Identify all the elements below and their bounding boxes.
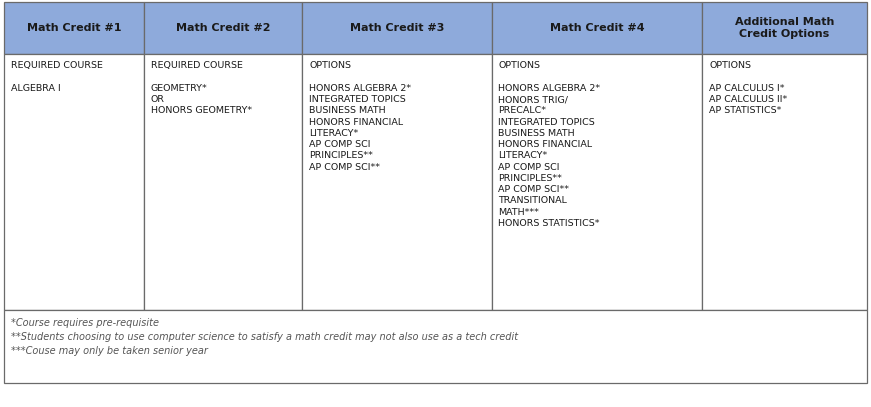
Text: REQUIRED COURSE

ALGEBRA I: REQUIRED COURSE ALGEBRA I xyxy=(11,61,103,93)
FancyBboxPatch shape xyxy=(702,2,867,54)
FancyBboxPatch shape xyxy=(4,2,144,54)
Text: Math Credit #2: Math Credit #2 xyxy=(176,23,270,33)
Text: OPTIONS

HONORS ALGEBRA 2*
HONORS TRIG/
PRECALC*
INTEGRATED TOPICS
BUSINESS MATH: OPTIONS HONORS ALGEBRA 2* HONORS TRIG/ P… xyxy=(498,61,601,228)
Text: Math Credit #3: Math Credit #3 xyxy=(349,23,444,33)
FancyBboxPatch shape xyxy=(144,54,302,310)
Text: REQUIRED COURSE

GEOMETRY*
OR
HONORS GEOMETRY*: REQUIRED COURSE GEOMETRY* OR HONORS GEOM… xyxy=(151,61,252,116)
Text: *Course requires pre-requisite
**Students choosing to use computer science to sa: *Course requires pre-requisite **Student… xyxy=(11,318,518,356)
Text: OPTIONS

AP CALCULUS I*
AP CALCULUS II*
AP STATISTICS*: OPTIONS AP CALCULUS I* AP CALCULUS II* A… xyxy=(709,61,787,116)
FancyBboxPatch shape xyxy=(491,54,702,310)
Text: Math Credit #4: Math Credit #4 xyxy=(550,23,645,33)
Text: Additional Math
Credit Options: Additional Math Credit Options xyxy=(735,17,834,39)
FancyBboxPatch shape xyxy=(302,54,491,310)
Text: Math Credit #1: Math Credit #1 xyxy=(27,23,121,33)
FancyBboxPatch shape xyxy=(4,310,867,383)
Text: OPTIONS

HONORS ALGEBRA 2*
INTEGRATED TOPICS
BUSINESS MATH
HONORS FINANCIAL
LITE: OPTIONS HONORS ALGEBRA 2* INTEGRATED TOP… xyxy=(309,61,411,172)
FancyBboxPatch shape xyxy=(302,2,491,54)
FancyBboxPatch shape xyxy=(702,54,867,310)
FancyBboxPatch shape xyxy=(491,2,702,54)
FancyBboxPatch shape xyxy=(4,54,144,310)
FancyBboxPatch shape xyxy=(144,2,302,54)
